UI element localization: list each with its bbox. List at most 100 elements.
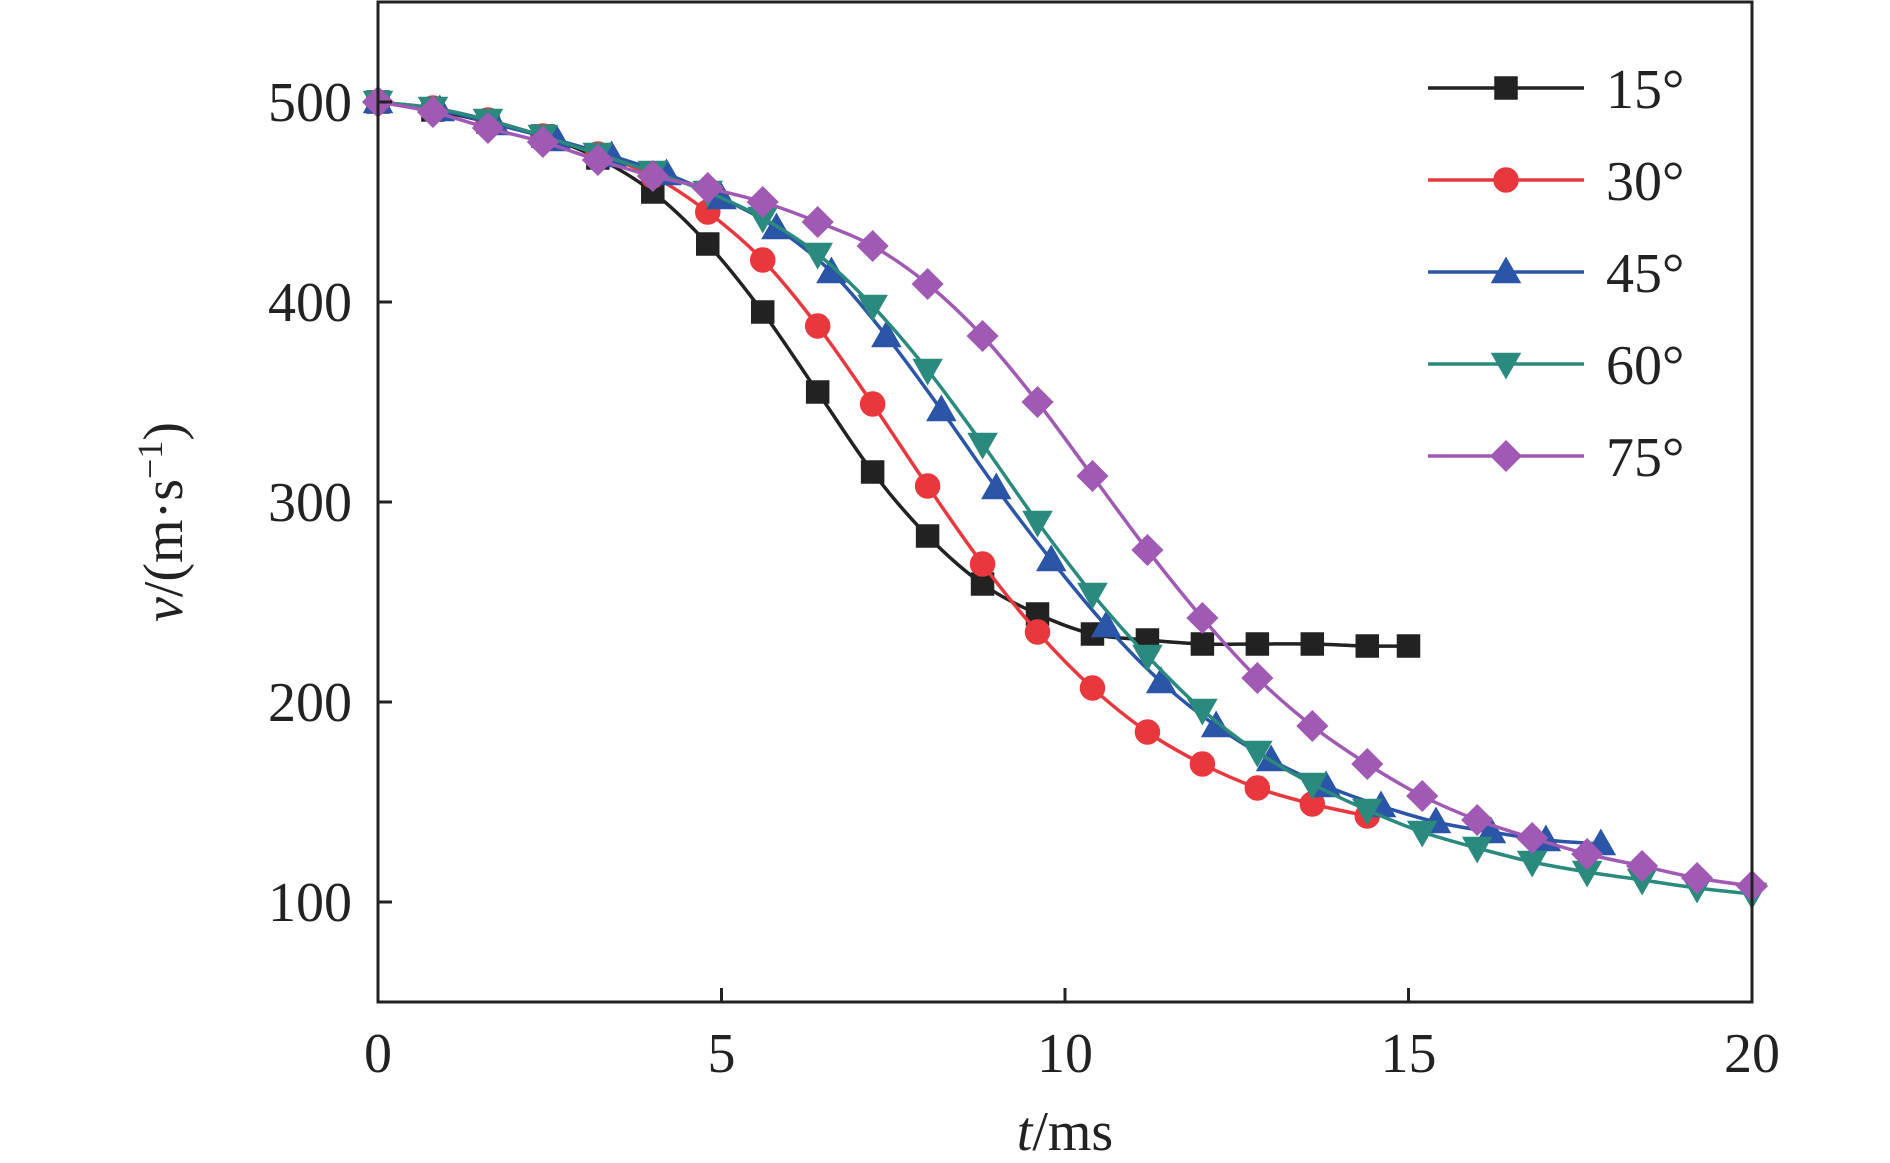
data-point bbox=[526, 125, 559, 159]
data-point bbox=[1021, 385, 1054, 419]
ticks-layer: 0 5 10 15 20 100 200 300 400 500 bbox=[268, 72, 1780, 1085]
data-point bbox=[636, 159, 669, 193]
x-tick-label: 0 bbox=[364, 1023, 392, 1085]
data-point bbox=[914, 473, 941, 499]
data-point bbox=[857, 294, 888, 322]
data-point bbox=[859, 391, 886, 417]
legend-item: 30° bbox=[1428, 151, 1684, 213]
data-point bbox=[1187, 698, 1218, 726]
data-point bbox=[1132, 644, 1163, 672]
data-point bbox=[416, 95, 450, 129]
y-tick-label: 300 bbox=[268, 472, 352, 534]
data-point bbox=[912, 358, 943, 386]
data-point bbox=[1300, 632, 1325, 656]
data-point bbox=[1131, 533, 1164, 567]
data-point bbox=[1090, 610, 1122, 638]
series-4 bbox=[362, 90, 1768, 910]
data-point bbox=[1680, 861, 1714, 895]
data-point bbox=[1396, 634, 1421, 658]
y-tick-label: 500 bbox=[268, 72, 352, 134]
series-5 bbox=[361, 85, 1769, 903]
data-point bbox=[911, 267, 944, 301]
legend-label: 30° bbox=[1606, 151, 1684, 213]
data-point bbox=[1351, 798, 1383, 826]
data-point bbox=[801, 205, 834, 239]
legend-label: 15° bbox=[1606, 59, 1684, 121]
x-tick-label: 10 bbox=[1037, 1023, 1093, 1085]
legend-item: 15° bbox=[1428, 59, 1684, 121]
data-point bbox=[750, 300, 775, 324]
data-point bbox=[1241, 661, 1274, 695]
data-point bbox=[1242, 740, 1273, 768]
legend-marker bbox=[1490, 352, 1522, 380]
series-3 bbox=[362, 86, 1617, 856]
legend-marker bbox=[1490, 256, 1522, 284]
series-line bbox=[376, 100, 1754, 896]
y-tick-label: 400 bbox=[268, 272, 352, 334]
data-point bbox=[1461, 803, 1494, 837]
data-point bbox=[804, 313, 831, 339]
x-tick-label: 5 bbox=[708, 1023, 736, 1085]
data-point bbox=[871, 320, 902, 348]
data-point bbox=[1200, 710, 1232, 738]
x-tick-label: 20 bbox=[1724, 1023, 1780, 1085]
series-layer bbox=[361, 85, 1769, 910]
data-point bbox=[696, 232, 720, 256]
legend-marker bbox=[1493, 167, 1519, 193]
data-point bbox=[1077, 582, 1108, 610]
series-line bbox=[376, 100, 1370, 818]
data-point bbox=[1022, 510, 1053, 538]
series-line bbox=[376, 100, 1411, 648]
data-point bbox=[1516, 821, 1549, 855]
legend-item: 45° bbox=[1428, 243, 1684, 305]
y-tick-label: 200 bbox=[268, 672, 352, 734]
data-point bbox=[1076, 459, 1109, 493]
series-2 bbox=[365, 89, 1381, 829]
data-point bbox=[1190, 632, 1215, 656]
data-point bbox=[1245, 632, 1270, 656]
y-axis-label: v/(m·s−1) bbox=[130, 422, 195, 622]
data-point bbox=[691, 171, 724, 205]
data-point bbox=[1079, 675, 1106, 701]
data-point bbox=[915, 524, 940, 548]
x-axis-label: t/ms bbox=[1017, 1101, 1113, 1163]
series-line bbox=[376, 100, 1754, 888]
data-point bbox=[1351, 747, 1384, 781]
data-point bbox=[1189, 751, 1216, 777]
data-point bbox=[746, 185, 779, 219]
legend-label: 45° bbox=[1606, 243, 1684, 305]
legend-label: 75° bbox=[1606, 427, 1684, 489]
series-line bbox=[376, 100, 1603, 846]
data-point bbox=[926, 394, 957, 422]
data-point bbox=[1035, 544, 1067, 572]
y-tick-label: 100 bbox=[268, 872, 352, 934]
legend-marker bbox=[1489, 439, 1523, 473]
series-1 bbox=[366, 90, 1421, 658]
legend-marker bbox=[1494, 76, 1518, 100]
data-point bbox=[1024, 619, 1051, 645]
data-point bbox=[969, 551, 996, 577]
data-point bbox=[1406, 779, 1439, 813]
data-point bbox=[581, 143, 614, 177]
data-point bbox=[966, 319, 999, 353]
data-point bbox=[1186, 601, 1219, 635]
data-point bbox=[1297, 772, 1328, 800]
data-point bbox=[802, 242, 833, 270]
data-point bbox=[856, 229, 889, 263]
x-tick-label: 15 bbox=[1381, 1023, 1437, 1085]
legend-label: 60° bbox=[1606, 335, 1684, 397]
data-point bbox=[1355, 634, 1380, 658]
legend-item: 75° bbox=[1428, 427, 1684, 489]
data-point bbox=[1145, 666, 1177, 694]
data-point bbox=[749, 247, 776, 273]
data-point bbox=[1475, 816, 1507, 844]
data-point bbox=[1571, 837, 1604, 871]
data-point bbox=[967, 432, 998, 460]
data-point bbox=[1406, 820, 1438, 848]
legend: 15° 30° 45° 60° 75° bbox=[1428, 59, 1684, 489]
data-point bbox=[1461, 836, 1493, 864]
data-point bbox=[860, 460, 885, 484]
data-point bbox=[1134, 719, 1161, 745]
data-point bbox=[1626, 849, 1659, 883]
